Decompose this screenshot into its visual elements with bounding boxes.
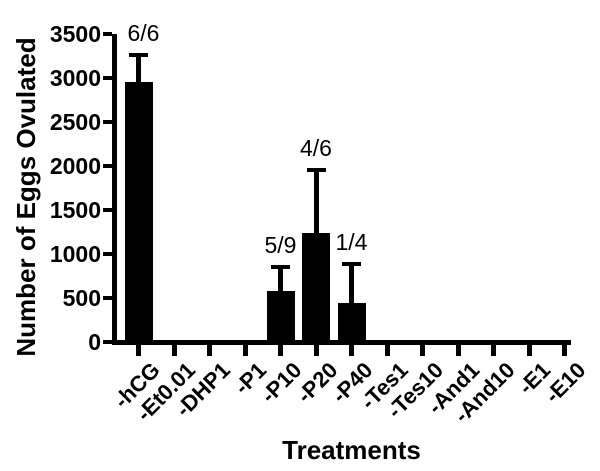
bar — [124, 82, 153, 345]
y-tick — [103, 208, 112, 212]
error-bar-line — [313, 167, 319, 236]
error-bar-cap — [342, 262, 361, 267]
bar-count-label: 5/9 — [264, 232, 297, 259]
y-tick — [103, 296, 112, 300]
x-tick — [526, 345, 532, 356]
bar — [337, 302, 366, 345]
x-tick — [491, 345, 496, 356]
bar-count-label: 1/4 — [335, 229, 368, 256]
x-axis-title: Treatments — [282, 435, 421, 465]
y-tick-label: 3000 — [49, 65, 101, 91]
x-tick — [242, 345, 248, 356]
y-tick — [103, 76, 112, 80]
y-tick — [103, 120, 112, 124]
error-bar-cap — [271, 265, 290, 270]
x-tick — [455, 345, 461, 356]
x-tick — [384, 345, 390, 356]
x-tick — [562, 345, 567, 356]
error-bar-cap — [306, 167, 326, 172]
error-bar-line — [278, 265, 283, 293]
y-tick-label: 500 — [62, 285, 101, 311]
x-tick-label: -E10 — [539, 357, 591, 408]
y-tick — [103, 340, 112, 344]
x-tick — [136, 345, 141, 356]
y-tick-label: 3500 — [49, 21, 101, 47]
x-tick — [278, 345, 283, 356]
y-tick-label: 1000 — [49, 241, 101, 267]
error-bar-line — [349, 262, 354, 305]
x-tick — [420, 345, 425, 356]
bar — [266, 290, 295, 345]
y-tick — [103, 252, 112, 256]
x-tick — [313, 345, 319, 356]
y-tick-label: 0 — [88, 329, 101, 355]
bar — [302, 233, 330, 345]
x-tick — [207, 345, 212, 356]
y-tick-label: 1500 — [49, 197, 101, 223]
error-bar-line — [136, 53, 141, 85]
x-tick — [349, 345, 354, 356]
y-tick — [103, 32, 112, 36]
y-axis-line — [112, 34, 117, 345]
x-tick — [171, 345, 177, 356]
y-tick-label: 2500 — [49, 109, 101, 135]
bar-count-label: 4/6 — [300, 134, 332, 161]
error-bar-cap — [129, 53, 148, 58]
bar-count-label: 6/6 — [127, 20, 160, 47]
y-tick-label: 2000 — [49, 153, 101, 179]
y-tick — [103, 164, 112, 168]
